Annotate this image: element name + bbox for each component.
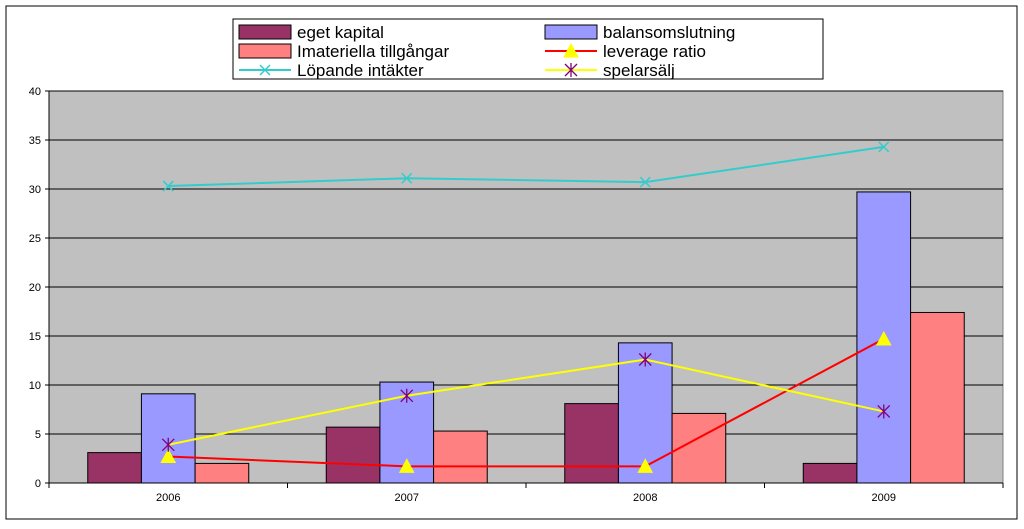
marker-star <box>161 437 175 452</box>
marker-star <box>877 404 891 419</box>
x-tick-label: 2007 <box>395 492 419 504</box>
legend-label: Löpande intäkter <box>297 61 424 80</box>
bar <box>433 430 488 484</box>
legend-label: leverage ratio <box>603 42 706 61</box>
legend-swatch <box>238 24 292 40</box>
marker-star <box>564 63 578 77</box>
marker-triangle <box>637 458 654 473</box>
bar <box>194 462 250 484</box>
bar <box>87 452 142 484</box>
y-tick-label: 35 <box>29 135 41 147</box>
legend-label: balansomslutning <box>603 23 735 42</box>
marker-triangle <box>875 330 892 346</box>
legend-box <box>232 18 824 80</box>
legend-label: Imateriella tillgångar <box>297 42 449 61</box>
legend-swatch <box>238 43 292 59</box>
marker-x <box>162 180 174 192</box>
marker-x <box>259 64 271 76</box>
series-line <box>168 338 885 468</box>
legend-label: eget kapital <box>297 23 384 42</box>
bar <box>564 403 619 484</box>
x-tick-label: 2008 <box>633 492 657 504</box>
bar <box>325 426 381 484</box>
series-line <box>168 145 884 188</box>
x-tick-label: 2006 <box>156 492 180 504</box>
marker-star <box>638 352 652 367</box>
marker-x <box>639 176 651 188</box>
axes: 0 5 10 15 20 25 30 35 40 2006 2007 2008 2009 <box>29 86 1004 504</box>
legend-label: spelarsälj <box>603 61 675 80</box>
line-layer <box>160 141 892 473</box>
grid-lines <box>49 90 1003 435</box>
bar <box>910 311 965 484</box>
y-tick-label: 20 <box>29 282 41 294</box>
y-tick-label: 5 <box>35 429 41 441</box>
marker-triangle <box>563 42 579 58</box>
y-tick-label: 15 <box>29 331 41 343</box>
legend: eget kapital balansomslutning Imateriella … <box>232 18 824 80</box>
bar <box>140 393 196 484</box>
y-tick-label: 30 <box>29 184 41 196</box>
marker-x <box>401 172 413 184</box>
y-tick-label: 10 <box>29 380 41 392</box>
y-tick-label: 25 <box>29 233 41 245</box>
marker-x <box>878 141 890 153</box>
marker-star <box>400 388 414 403</box>
y-tick-label: 40 <box>29 86 41 98</box>
series-line <box>168 358 884 446</box>
legend-swatch <box>544 24 598 40</box>
y-tick-label: 0 <box>35 478 41 490</box>
marker-triangle <box>398 458 415 473</box>
x-tick-label: 2009 <box>872 492 896 504</box>
marker-triangle <box>160 448 177 464</box>
bar <box>802 462 858 484</box>
